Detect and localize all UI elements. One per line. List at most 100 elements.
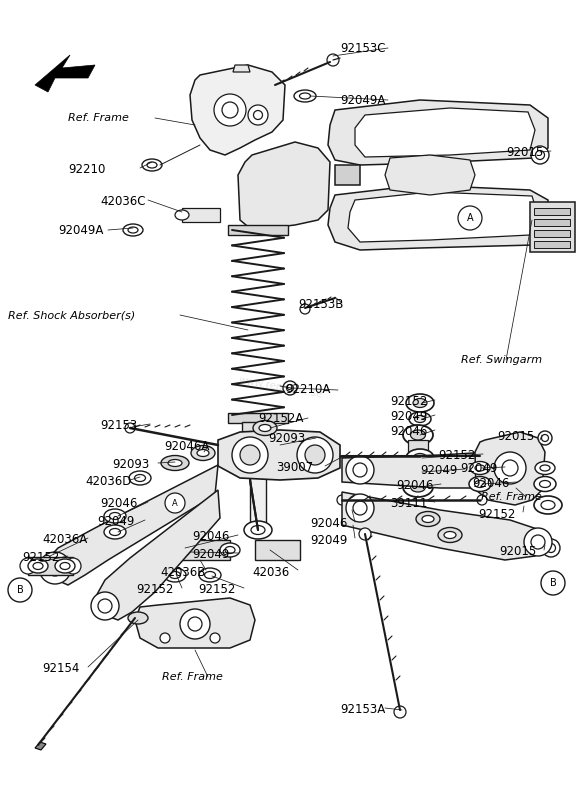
Ellipse shape <box>534 496 562 514</box>
Text: 92153C: 92153C <box>340 42 385 55</box>
Circle shape <box>417 451 427 461</box>
Circle shape <box>538 431 552 445</box>
Ellipse shape <box>147 162 157 168</box>
Bar <box>408 440 428 470</box>
Ellipse shape <box>259 425 271 431</box>
Ellipse shape <box>104 525 126 539</box>
Circle shape <box>91 592 119 620</box>
Polygon shape <box>328 100 548 165</box>
Ellipse shape <box>400 158 460 193</box>
Polygon shape <box>238 142 330 230</box>
Circle shape <box>547 543 555 553</box>
Bar <box>228 413 288 423</box>
Text: 92152: 92152 <box>22 551 60 564</box>
Text: 92152: 92152 <box>136 583 173 596</box>
Text: 92049: 92049 <box>390 410 427 423</box>
Circle shape <box>394 706 406 718</box>
Circle shape <box>346 494 374 522</box>
Circle shape <box>253 110 262 119</box>
Ellipse shape <box>104 509 126 523</box>
Text: Ref. Swingarm: Ref. Swingarm <box>461 355 542 365</box>
Polygon shape <box>233 65 250 72</box>
Ellipse shape <box>474 481 485 487</box>
Text: 92049: 92049 <box>310 534 347 547</box>
Text: 92046: 92046 <box>192 530 230 543</box>
Bar <box>228 225 288 235</box>
Circle shape <box>232 437 268 473</box>
Circle shape <box>359 528 371 540</box>
Text: 92152: 92152 <box>390 395 427 408</box>
Text: 92049: 92049 <box>460 462 498 475</box>
Text: Ref. Frame: Ref. Frame <box>162 672 223 682</box>
Circle shape <box>305 445 325 465</box>
Text: 42036: 42036 <box>252 566 289 579</box>
Ellipse shape <box>253 421 277 435</box>
Circle shape <box>541 571 565 595</box>
Polygon shape <box>328 185 548 250</box>
Ellipse shape <box>540 465 550 471</box>
Text: 92049A: 92049A <box>58 224 103 237</box>
Text: 92093: 92093 <box>112 458 150 471</box>
Text: 39111: 39111 <box>390 497 427 510</box>
Text: 92210: 92210 <box>68 163 105 176</box>
Bar <box>255 540 300 560</box>
Ellipse shape <box>470 462 490 474</box>
Ellipse shape <box>175 546 185 554</box>
Ellipse shape <box>128 612 148 624</box>
Bar <box>534 208 570 215</box>
Circle shape <box>248 105 268 125</box>
Ellipse shape <box>415 415 426 422</box>
Text: 42036B: 42036B <box>160 566 206 579</box>
Ellipse shape <box>129 471 151 485</box>
Text: 92046: 92046 <box>390 425 427 438</box>
Ellipse shape <box>403 477 433 497</box>
Text: 92049: 92049 <box>97 515 134 528</box>
Ellipse shape <box>535 462 555 474</box>
Circle shape <box>287 385 294 391</box>
Bar <box>534 230 570 237</box>
Ellipse shape <box>422 515 434 522</box>
Circle shape <box>125 423 135 433</box>
Circle shape <box>542 539 560 557</box>
Ellipse shape <box>416 511 440 526</box>
Circle shape <box>327 54 339 66</box>
Ellipse shape <box>406 449 434 467</box>
Circle shape <box>65 558 81 574</box>
Circle shape <box>20 558 36 574</box>
Bar <box>534 219 570 226</box>
Ellipse shape <box>128 227 138 233</box>
Polygon shape <box>385 155 475 195</box>
Text: 92210A: 92210A <box>285 383 331 396</box>
Text: 92152: 92152 <box>438 449 475 462</box>
Circle shape <box>353 501 367 515</box>
Polygon shape <box>95 490 220 620</box>
Text: 92154: 92154 <box>42 662 79 675</box>
Polygon shape <box>348 192 538 242</box>
Ellipse shape <box>199 568 221 582</box>
Ellipse shape <box>168 459 182 466</box>
Ellipse shape <box>134 474 145 482</box>
Ellipse shape <box>225 546 235 554</box>
Circle shape <box>180 609 210 639</box>
Circle shape <box>502 460 518 476</box>
Polygon shape <box>335 165 360 185</box>
Polygon shape <box>475 432 545 505</box>
Circle shape <box>337 495 347 505</box>
Circle shape <box>478 456 506 484</box>
Ellipse shape <box>438 527 462 542</box>
Ellipse shape <box>444 531 456 538</box>
Ellipse shape <box>415 469 426 475</box>
Polygon shape <box>342 452 508 488</box>
Bar <box>534 241 570 248</box>
Text: B: B <box>550 578 557 588</box>
Text: 92153: 92153 <box>100 419 137 432</box>
Text: 92046: 92046 <box>100 497 137 510</box>
Circle shape <box>485 463 499 477</box>
Text: www.republik.se: www.republik.se <box>237 376 324 400</box>
Text: 92153B: 92153B <box>298 298 343 311</box>
Text: 92049: 92049 <box>420 464 457 477</box>
Ellipse shape <box>403 425 433 445</box>
Circle shape <box>531 535 545 549</box>
Text: 92152A: 92152A <box>258 412 303 425</box>
Text: 92015: 92015 <box>506 146 543 159</box>
